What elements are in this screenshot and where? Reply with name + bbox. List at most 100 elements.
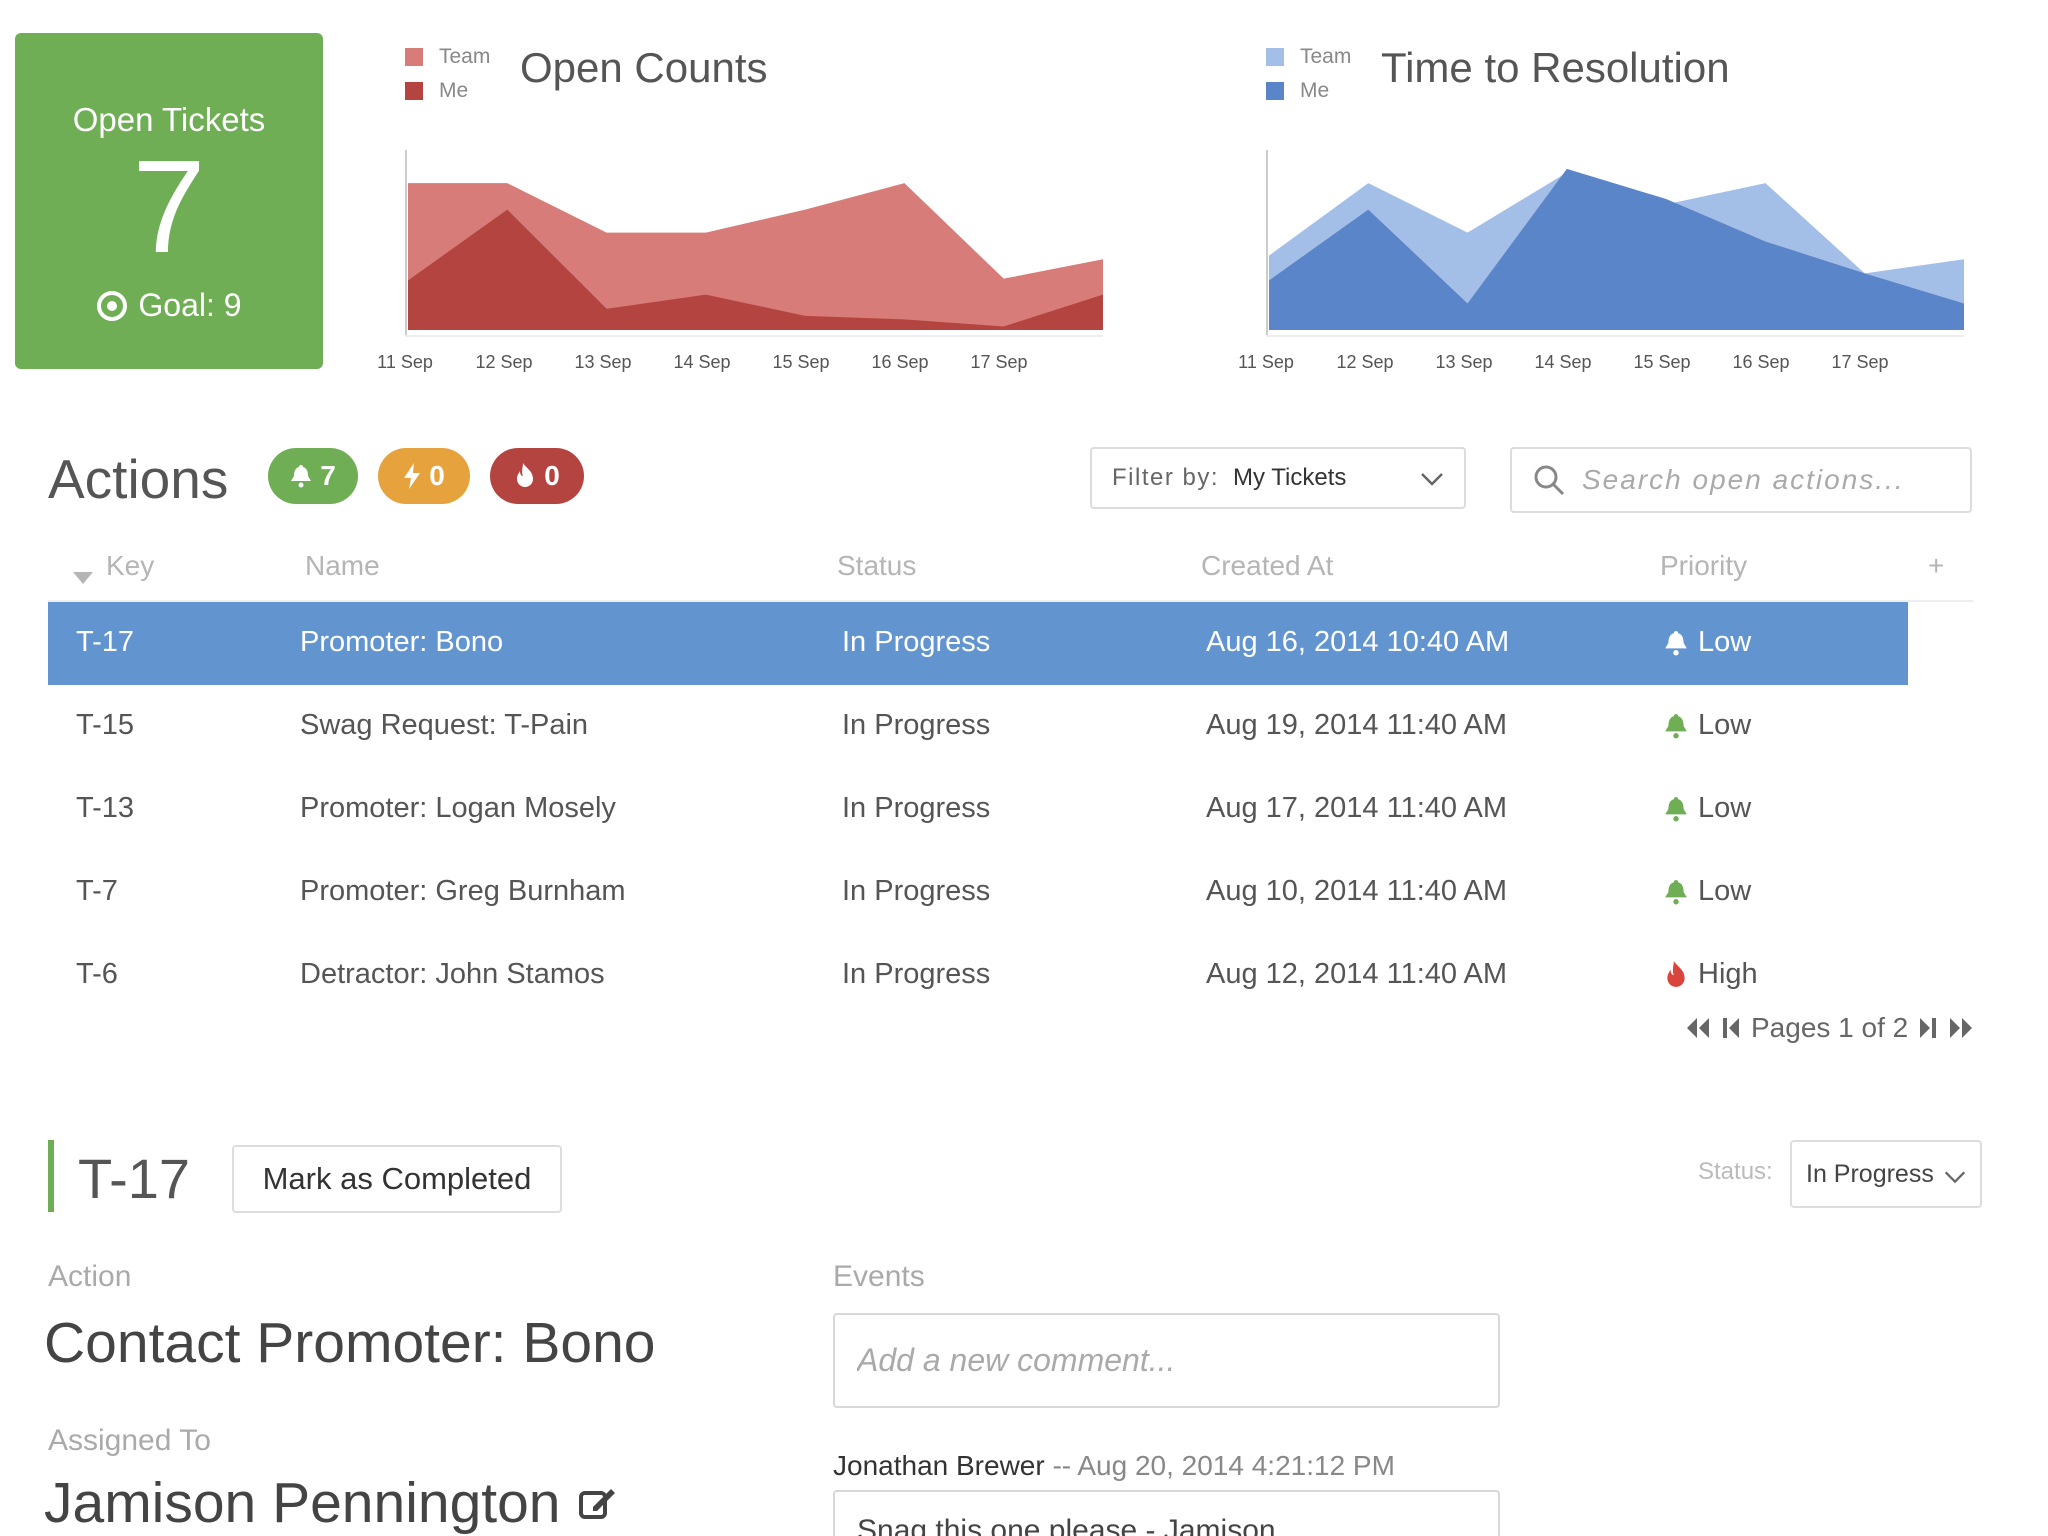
- open-tickets-tile: Open Tickets 7 Goal: 9: [15, 33, 323, 369]
- priority-label: Low: [1698, 792, 1752, 824]
- cell-priority: Low: [1664, 709, 1751, 742]
- column-header-key[interactable]: Key: [106, 550, 155, 581]
- x-tick-label: 12 Sep: [1336, 352, 1393, 372]
- cell-name: Promoter: Logan Mosely: [300, 792, 616, 824]
- first-page-icon[interactable]: [1685, 1016, 1711, 1040]
- x-tick-label: 17 Sep: [1831, 352, 1888, 372]
- series-area-me: [1269, 168, 1964, 330]
- x-tick-label: 15 Sep: [1633, 352, 1690, 372]
- sort-desc-icon[interactable]: [72, 560, 94, 592]
- cell-key: T-15: [76, 709, 135, 741]
- priority-label: Low: [1698, 626, 1752, 658]
- cell-name: Detractor: John Stamos: [300, 958, 605, 990]
- legend-swatch: [405, 48, 423, 66]
- badge-count: 0: [429, 460, 445, 491]
- filter-label: Filter by:: [1112, 464, 1220, 491]
- table-row[interactable]: T-13 Promoter: Logan Mosely In Progress …: [48, 768, 1908, 851]
- cell-priority: High: [1664, 958, 1758, 991]
- comment-input[interactable]: [857, 1342, 1457, 1379]
- kpi-goal-text: Goal: 9: [138, 287, 242, 323]
- next-page-icon[interactable]: [1918, 1016, 1938, 1040]
- table-row[interactable]: T-15 Swag Request: T-Pain In Progress Au…: [48, 685, 1908, 768]
- column-header-name[interactable]: Name: [305, 550, 380, 581]
- bolt-icon: [404, 463, 421, 489]
- column-header-created-at[interactable]: Created At: [1201, 550, 1334, 581]
- cell-priority: Low: [1664, 792, 1751, 825]
- legend-label: Team: [1300, 45, 1352, 68]
- event-meta: Jonathan Brewer -- Aug 20, 2014 4:21:12 …: [833, 1450, 1395, 1482]
- mark-completed-button[interactable]: Mark as Completed: [232, 1145, 562, 1213]
- x-tick-label: 16 Sep: [1732, 352, 1789, 372]
- actions-title: Actions: [48, 448, 229, 510]
- bell-icon: [1665, 879, 1687, 904]
- column-header-priority[interactable]: Priority: [1660, 550, 1748, 581]
- event-date: -- Aug 20, 2014 4:21:12 PM: [1052, 1450, 1395, 1481]
- legend-label: Me: [1300, 79, 1330, 102]
- column-header-status[interactable]: Status: [837, 550, 917, 581]
- bolt-count-badge[interactable]: 0: [378, 448, 470, 504]
- fire-icon: [1667, 960, 1685, 987]
- kpi-goal: Goal: 9: [15, 287, 323, 324]
- table-row[interactable]: T-7 Promoter: Greg Burnham In Progress A…: [48, 851, 1908, 934]
- badge-count: 7: [320, 460, 336, 491]
- chart-plot: 11 Sep 12 Sep 13 Sep 14 Sep 15 Sep 16 Sep 17 S…: [1238, 150, 1964, 372]
- legend-item-team: Team: [405, 40, 490, 74]
- cell-created-at: Aug 19, 2014 11:40 AM: [1206, 709, 1507, 741]
- cell-priority: Low: [1664, 875, 1751, 908]
- chevron-down-icon: [1421, 473, 1443, 486]
- x-tick-label: 14 Sep: [1534, 352, 1591, 372]
- kpi-title: Open Tickets: [72, 101, 266, 138]
- fire-count-badge[interactable]: 0: [490, 448, 584, 504]
- previous-page-icon[interactable]: [1721, 1016, 1741, 1040]
- cell-status: In Progress: [842, 792, 991, 824]
- assigned-to-value: Jamison Pennington: [44, 1471, 561, 1535]
- bell-icon: [1665, 796, 1687, 821]
- chart-title: Time to Resolution: [1381, 44, 1730, 91]
- cell-status: In Progress: [842, 709, 991, 741]
- status-label: Status:: [1698, 1158, 1773, 1185]
- chart-plot: 11 Sep 12 Sep 13 Sep 14 Sep 15 Sep 16 Sep 17 S…: [377, 150, 1103, 372]
- cell-key: T-13: [76, 792, 135, 824]
- add-column-button[interactable]: +: [1928, 550, 1945, 581]
- priority-label: High: [1698, 958, 1758, 990]
- bell-icon: [291, 465, 312, 488]
- chart-title: Open Counts: [520, 44, 768, 91]
- target-icon: [97, 290, 128, 321]
- legend-item-me: Me: [1266, 74, 1351, 108]
- status-value: In Progress: [1806, 1159, 1934, 1188]
- search-box[interactable]: [1510, 447, 1972, 513]
- open-counts-chart: Team Me Open Counts 11 Sep 12 Sep 13 Sep 14…: [377, 30, 1105, 390]
- table-row[interactable]: T-17 Promoter: Bono In Progress Aug 16, …: [48, 602, 1908, 685]
- badge-count: 0: [544, 460, 560, 491]
- status-dropdown[interactable]: In Progress: [1790, 1140, 1982, 1208]
- search-input[interactable]: [1582, 464, 1962, 496]
- comment-box[interactable]: [833, 1313, 1500, 1408]
- edit-icon[interactable]: [577, 1483, 617, 1523]
- cell-key: T-6: [76, 958, 118, 990]
- x-tick-label: 14 Sep: [673, 352, 730, 372]
- x-tick-label: 17 Sep: [970, 352, 1027, 372]
- cell-created-at: Aug 16, 2014 10:40 AM: [1206, 626, 1510, 658]
- pagination: Pages 1 of 2: [1685, 1012, 1974, 1044]
- x-tick-label: 13 Sep: [1435, 352, 1492, 372]
- legend-swatch: [1266, 48, 1284, 66]
- cell-key: T-17: [76, 626, 135, 658]
- filter-value: My Tickets: [1233, 464, 1347, 491]
- legend-item-me: Me: [405, 74, 490, 108]
- search-icon: [1534, 465, 1565, 496]
- priority-label: Low: [1698, 709, 1752, 741]
- legend-item-team: Team: [1266, 40, 1351, 74]
- time-to-resolution-chart: Team Me Time to Resolution 11 Sep 12 Sep 1…: [1238, 30, 1966, 390]
- cell-name: Promoter: Greg Burnham: [300, 875, 626, 907]
- bell-count-badge[interactable]: 7: [268, 448, 358, 504]
- last-page-icon[interactable]: [1948, 1016, 1974, 1040]
- action-label: Action: [48, 1260, 132, 1293]
- table-row[interactable]: T-6 Detractor: John Stamos In Progress A…: [48, 934, 1908, 1017]
- assigned-to: Jamison Pennington: [44, 1470, 617, 1536]
- detail-accent-bar: [48, 1140, 54, 1212]
- cell-created-at: Aug 12, 2014 11:40 AM: [1206, 958, 1507, 990]
- filter-dropdown[interactable]: Filter by: My Tickets: [1090, 447, 1466, 509]
- chevron-down-icon: [1944, 1171, 1966, 1184]
- x-tick-label: 11 Sep: [1238, 352, 1294, 372]
- table-header: Key Name Status Created At Priority +: [48, 540, 1973, 602]
